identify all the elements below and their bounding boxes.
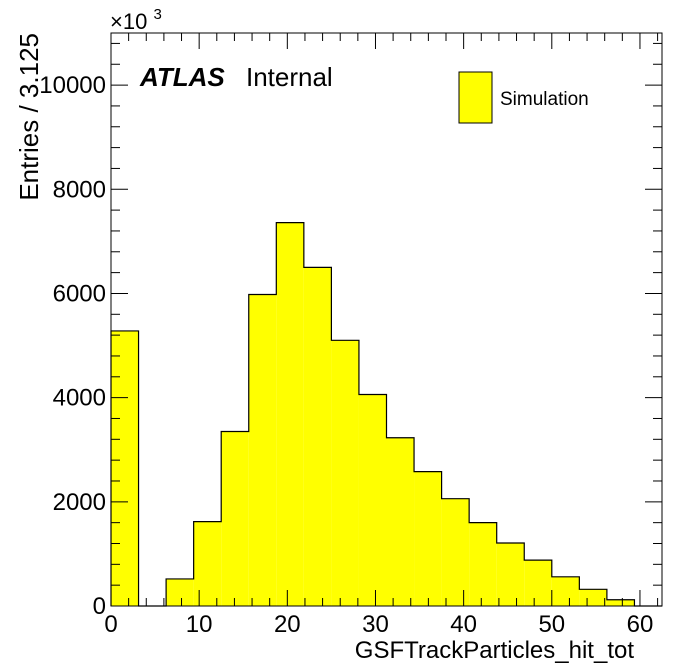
histogram-bar — [331, 340, 359, 606]
histogram-bar — [166, 578, 194, 606]
histogram-bar — [221, 431, 249, 606]
histogram-bar — [441, 498, 470, 606]
y-tick-label: 0 — [93, 593, 106, 620]
x-tick-label: 60 — [627, 611, 654, 638]
y-tick-label: 4000 — [53, 385, 106, 412]
histogram-bar — [469, 522, 497, 606]
histogram-bar — [193, 521, 222, 606]
y-tick-label: 6000 — [53, 280, 106, 307]
x-tick-label: 30 — [362, 611, 389, 638]
x-tick-label: 20 — [274, 611, 301, 638]
x-tick-label: 50 — [538, 611, 565, 638]
axis-ticks — [110, 33, 662, 607]
plot-frame — [110, 32, 663, 607]
x-tick-label: 0 — [104, 611, 117, 638]
histogram-bar — [358, 394, 387, 606]
y-multiplier-base: ×10 — [110, 9, 147, 34]
histogram-bar — [248, 294, 277, 606]
histogram-bar — [606, 599, 635, 606]
atlas-label: ATLAS Internal — [139, 62, 333, 92]
atlas-label-normal: Internal — [246, 62, 333, 92]
y-tick-label: 10000 — [39, 72, 106, 99]
histogram-bar — [579, 589, 607, 606]
y-axis-label: Entries / 3.125 — [14, 33, 44, 201]
histogram-bar — [276, 222, 304, 607]
y-multiplier-exponent: 3 — [153, 6, 161, 23]
x-axis-label: GSFTrackParticles_hit_tot — [355, 637, 635, 664]
histogram-bar — [496, 542, 525, 606]
y-tick-label: 8000 — [53, 176, 106, 203]
y-tick-label: 2000 — [53, 489, 106, 516]
histogram-bar — [414, 471, 442, 606]
histogram-bar — [386, 437, 415, 606]
atlas-label-bold: ATLAS — [139, 62, 225, 92]
x-tick-label: 40 — [450, 611, 477, 638]
histogram-bar — [524, 560, 552, 606]
legend-entry-label: Simulation — [500, 89, 589, 110]
histogram-bar — [551, 576, 580, 606]
legend: Simulation — [458, 71, 589, 124]
y-multiplier: ×10 3 — [110, 6, 162, 34]
axis-tick-labels: 0 10 20 30 40 50 60 0 2000 4000 6000 8000 10000 — [39, 72, 653, 638]
x-tick-label: 10 — [186, 611, 213, 638]
histogram-outline — [110, 222, 662, 607]
histogram-bars — [110, 222, 662, 607]
histogram-bar — [303, 267, 332, 606]
legend-swatch — [458, 71, 493, 124]
